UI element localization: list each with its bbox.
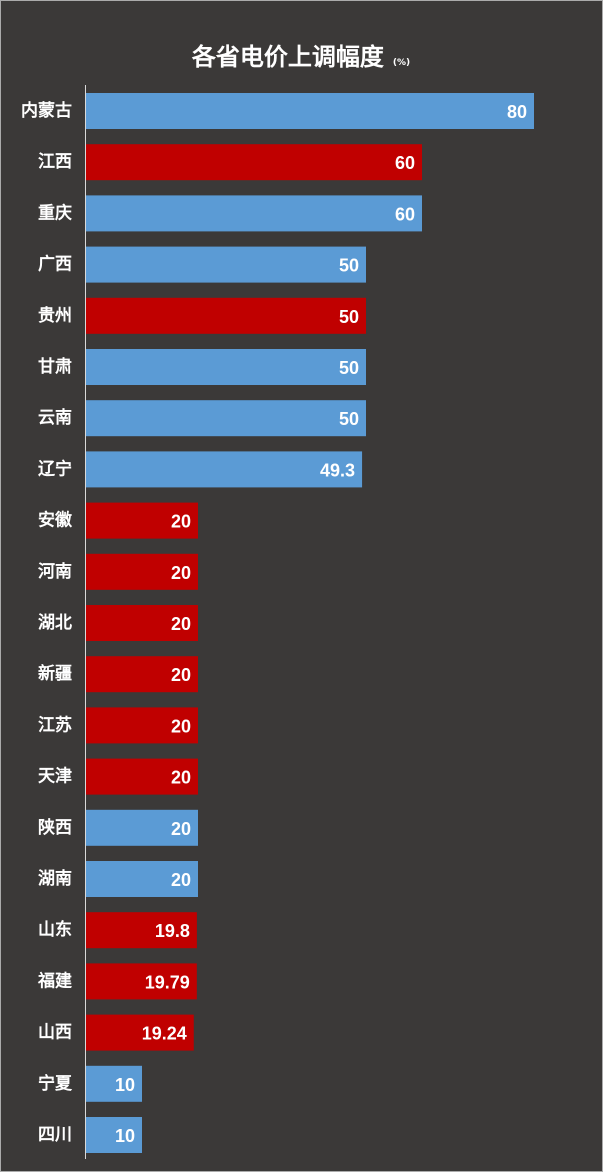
value-label: 20 (171, 716, 191, 736)
bars-group: 内蒙古 80 江西 60 重庆 60 广西 50 贵州 50 甘肃 50 云南 50 辽宁 49.3 安徽 20 河… (21, 93, 534, 1153)
bar (86, 963, 197, 1000)
bar (86, 656, 198, 693)
category-label: 宁夏 (38, 1073, 73, 1094)
value-label: 50 (339, 307, 359, 327)
value-label: 80 (507, 102, 527, 122)
chart-title-unit: (%) (393, 58, 410, 68)
category-label: 福建 (37, 970, 72, 991)
bar (86, 502, 198, 539)
value-label: 49.3 (320, 460, 355, 480)
bar (86, 1065, 142, 1102)
value-label: 60 (395, 204, 415, 224)
value-label: 50 (339, 256, 359, 276)
bar (86, 912, 197, 949)
bar (86, 400, 366, 437)
bar (86, 93, 534, 129)
value-label: 10 (115, 1126, 135, 1146)
value-label: 20 (171, 665, 191, 685)
category-label: 辽宁 (38, 458, 72, 479)
category-label: 山西 (38, 1023, 72, 1043)
category-label: 广西 (38, 254, 72, 275)
bar (86, 451, 363, 488)
category-label: 湖南 (38, 868, 72, 889)
value-label: 50 (339, 358, 359, 378)
bar (86, 1014, 194, 1051)
category-label: 湖北 (38, 613, 72, 633)
category-label: 新疆 (38, 663, 72, 684)
category-label: 安徽 (38, 510, 73, 531)
category-label: 江苏 (38, 714, 72, 735)
value-label: 10 (115, 1075, 135, 1095)
bar (86, 1117, 142, 1153)
value-label: 20 (171, 819, 191, 839)
bar (86, 553, 198, 590)
value-label: 19.79 (145, 972, 190, 992)
bar (86, 758, 198, 795)
bar (86, 707, 198, 744)
value-label: 19.8 (155, 921, 190, 941)
category-label: 贵州 (38, 305, 72, 326)
value-label: 19.24 (142, 1024, 187, 1044)
category-label: 山东 (38, 919, 72, 940)
category-label: 天津 (38, 766, 72, 787)
category-label: 江西 (38, 152, 72, 172)
bar (86, 809, 198, 846)
value-label: 20 (171, 768, 191, 788)
bar (86, 349, 366, 385)
category-label: 四川 (38, 1125, 72, 1145)
value-label: 20 (171, 614, 191, 634)
value-label: 20 (171, 870, 191, 890)
category-label: 陕西 (38, 817, 72, 838)
chart-title: 各省电价上调幅度 (%) (191, 43, 410, 71)
value-label: 20 (171, 563, 191, 583)
category-label: 重庆 (38, 202, 72, 223)
bar (86, 861, 198, 897)
category-label: 甘肃 (38, 356, 72, 377)
category-label: 云南 (38, 407, 72, 428)
bar (86, 246, 366, 283)
bar (86, 195, 422, 232)
bar (86, 144, 422, 181)
value-label: 60 (395, 153, 415, 173)
category-label: 河南 (38, 561, 72, 582)
category-label: 内蒙古 (21, 100, 72, 121)
chart-title-text: 各省电价上调幅度 (191, 43, 385, 71)
value-label: 20 (171, 512, 191, 532)
value-label: 50 (339, 409, 359, 429)
bar (86, 297, 366, 334)
bar (86, 605, 198, 641)
